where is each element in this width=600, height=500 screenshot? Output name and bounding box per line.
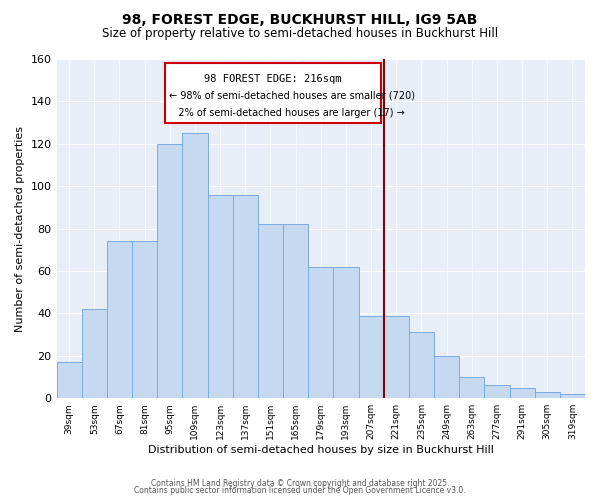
Bar bbox=[535, 392, 560, 398]
Bar bbox=[283, 224, 308, 398]
Bar bbox=[233, 194, 258, 398]
Bar bbox=[484, 386, 509, 398]
Y-axis label: Number of semi-detached properties: Number of semi-detached properties bbox=[15, 126, 25, 332]
Bar bbox=[409, 332, 434, 398]
Bar bbox=[434, 356, 459, 398]
Text: 2% of semi-detached houses are larger (17) →: 2% of semi-detached houses are larger (1… bbox=[169, 108, 404, 118]
Text: 98, FOREST EDGE, BUCKHURST HILL, IG9 5AB: 98, FOREST EDGE, BUCKHURST HILL, IG9 5AB bbox=[122, 12, 478, 26]
Text: Size of property relative to semi-detached houses in Buckhurst Hill: Size of property relative to semi-detach… bbox=[102, 28, 498, 40]
Text: ← 98% of semi-detached houses are smaller (720): ← 98% of semi-detached houses are smalle… bbox=[169, 91, 415, 101]
Bar bbox=[157, 144, 182, 398]
Text: 98 FOREST EDGE: 216sqm: 98 FOREST EDGE: 216sqm bbox=[204, 74, 342, 84]
Bar bbox=[359, 316, 383, 398]
Bar bbox=[182, 133, 208, 398]
Bar bbox=[459, 377, 484, 398]
Bar bbox=[107, 242, 132, 398]
Bar bbox=[132, 242, 157, 398]
Bar bbox=[383, 316, 409, 398]
Bar bbox=[258, 224, 283, 398]
Bar bbox=[560, 394, 585, 398]
Bar bbox=[308, 267, 334, 398]
Bar bbox=[82, 309, 107, 398]
Bar bbox=[56, 362, 82, 398]
Bar bbox=[334, 267, 359, 398]
FancyBboxPatch shape bbox=[165, 63, 381, 122]
Text: Contains HM Land Registry data © Crown copyright and database right 2025.: Contains HM Land Registry data © Crown c… bbox=[151, 478, 449, 488]
Text: Contains public sector information licensed under the Open Government Licence v3: Contains public sector information licen… bbox=[134, 486, 466, 495]
Bar bbox=[509, 388, 535, 398]
Bar bbox=[208, 194, 233, 398]
X-axis label: Distribution of semi-detached houses by size in Buckhurst Hill: Distribution of semi-detached houses by … bbox=[148, 445, 494, 455]
